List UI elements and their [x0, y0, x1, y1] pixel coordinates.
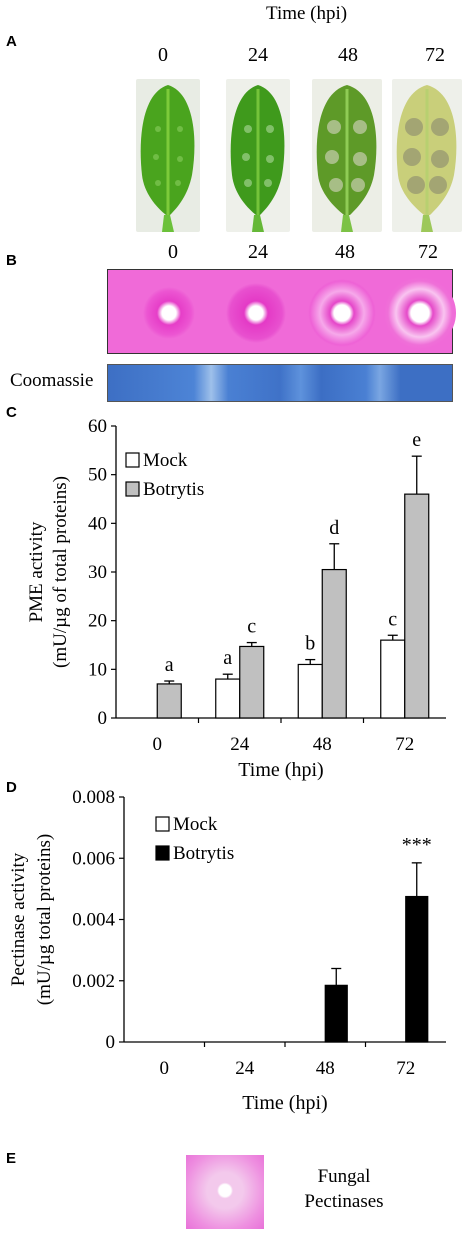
- legend-label: Botrytis: [173, 843, 234, 864]
- gel-spot-0: [143, 287, 195, 339]
- x-tick-label: 24: [235, 1058, 255, 1079]
- panel-b-time-24: 24: [248, 241, 268, 263]
- panel-a-time-48: 48: [338, 44, 358, 66]
- y-tick-label: 0.004: [72, 910, 115, 931]
- y-tick-label: 0: [106, 1032, 116, 1053]
- fungal-pectinases-line2: Pectinases: [304, 1191, 384, 1212]
- legend-label: Mock: [143, 450, 188, 471]
- significance-letter: a: [223, 647, 232, 669]
- significance-letter: c: [388, 608, 397, 630]
- y-tick-label: 40: [88, 513, 107, 534]
- bar-mock: [297, 663, 323, 719]
- significance-letter: a: [165, 654, 174, 676]
- y-tick-label: 30: [88, 562, 107, 583]
- y-tick-label: 20: [88, 611, 107, 632]
- y-tick-label: 0.008: [72, 787, 115, 808]
- panel-a-title: Time (hpi): [266, 3, 348, 24]
- x-tick-label: 0: [160, 1058, 170, 1079]
- y-axis-title-units: (mU/µg total proteins): [34, 834, 55, 1005]
- leaf-photo-24: [226, 79, 290, 232]
- fungal-pectinase-spot: [186, 1155, 264, 1229]
- y-axis-title-units: (mU/µg of total proteins): [50, 476, 71, 668]
- x-tick-label: 24: [230, 734, 250, 755]
- panel-a-letter: A: [6, 33, 17, 50]
- panel-b-time-72: 72: [418, 241, 438, 263]
- legend-label: Mock: [173, 814, 218, 835]
- leaf-photo-48: [312, 79, 382, 232]
- bar-botrytis: [156, 683, 182, 719]
- gel-spot-24: [226, 283, 286, 343]
- pectinase-activity-chart: 0 0.002 0.004 0.006 0.008 0 24 48 72 *** Mock Botry…: [8, 787, 446, 1114]
- y-tick-label: 10: [88, 659, 107, 680]
- pme-gel-diffusion-assay: [107, 269, 456, 354]
- fungal-pectinases-label: Fungal Pectinases: [300, 1164, 388, 1214]
- panel-c-letter: C: [6, 404, 17, 421]
- x-tick-label: 48: [313, 734, 332, 755]
- y-tick-label: 0: [98, 708, 108, 729]
- x-tick-label: 72: [396, 1058, 415, 1079]
- gel-spot-72: [384, 277, 456, 349]
- gel-spot-48: [308, 279, 376, 347]
- leaf-photo-72: [392, 79, 462, 232]
- legend-swatch-botrytis: [125, 481, 140, 497]
- legend-swatch-mock: [155, 816, 170, 832]
- panel-a-time-24: 24: [248, 44, 268, 66]
- leaf-photo-0: [136, 79, 200, 232]
- bar-botrytis: [321, 568, 347, 719]
- legend-swatch-botrytis: [155, 845, 170, 861]
- significance-letter: c: [247, 616, 256, 638]
- y-tick-label: 0.006: [72, 848, 115, 869]
- coomassie-label: Coomassie: [10, 370, 94, 391]
- significance-letter: e: [412, 429, 421, 451]
- bar-mock: [380, 639, 406, 719]
- bar-botrytis: [404, 493, 430, 719]
- panel-d-letter: D: [6, 779, 17, 796]
- bar-botrytis: [405, 895, 429, 1043]
- panel-b-time-48: 48: [335, 241, 355, 263]
- panel-b-time-0: 0: [168, 241, 178, 263]
- y-tick-label: 50: [88, 465, 107, 486]
- panel-b-letter: B: [6, 252, 17, 269]
- y-axis-title: PME activity: [26, 521, 47, 622]
- panel-a-time-0: 0: [158, 44, 168, 66]
- bar-botrytis: [239, 645, 265, 719]
- panel-a-time-72: 72: [425, 44, 445, 66]
- x-tick-label: 72: [395, 734, 414, 755]
- y-tick-label: 60: [88, 416, 107, 437]
- coomassie-strip: [107, 364, 453, 402]
- significance-letter: d: [329, 517, 339, 539]
- x-tick-label: 0: [153, 734, 163, 755]
- y-tick-label: 0.002: [72, 971, 115, 992]
- x-tick-label: 48: [316, 1058, 335, 1079]
- y-axis-title: Pectinase activity: [8, 852, 29, 986]
- legend-swatch-mock: [125, 452, 140, 468]
- pme-activity-chart: 01020304050600a24ac48bd72ceMockBotrytisT…: [26, 416, 446, 781]
- bar-mock: [215, 678, 241, 719]
- x-axis-title: Time (hpi): [242, 1092, 327, 1114]
- legend-label: Botrytis: [143, 479, 204, 500]
- fungal-pectinases-line1: Fungal: [317, 1166, 371, 1187]
- x-axis-title: Time (hpi): [238, 759, 323, 781]
- panel-e-letter: E: [6, 1150, 17, 1167]
- significance-letter: b: [305, 633, 315, 655]
- bar-botrytis: [324, 984, 348, 1043]
- significance-stars: ***: [402, 834, 432, 856]
